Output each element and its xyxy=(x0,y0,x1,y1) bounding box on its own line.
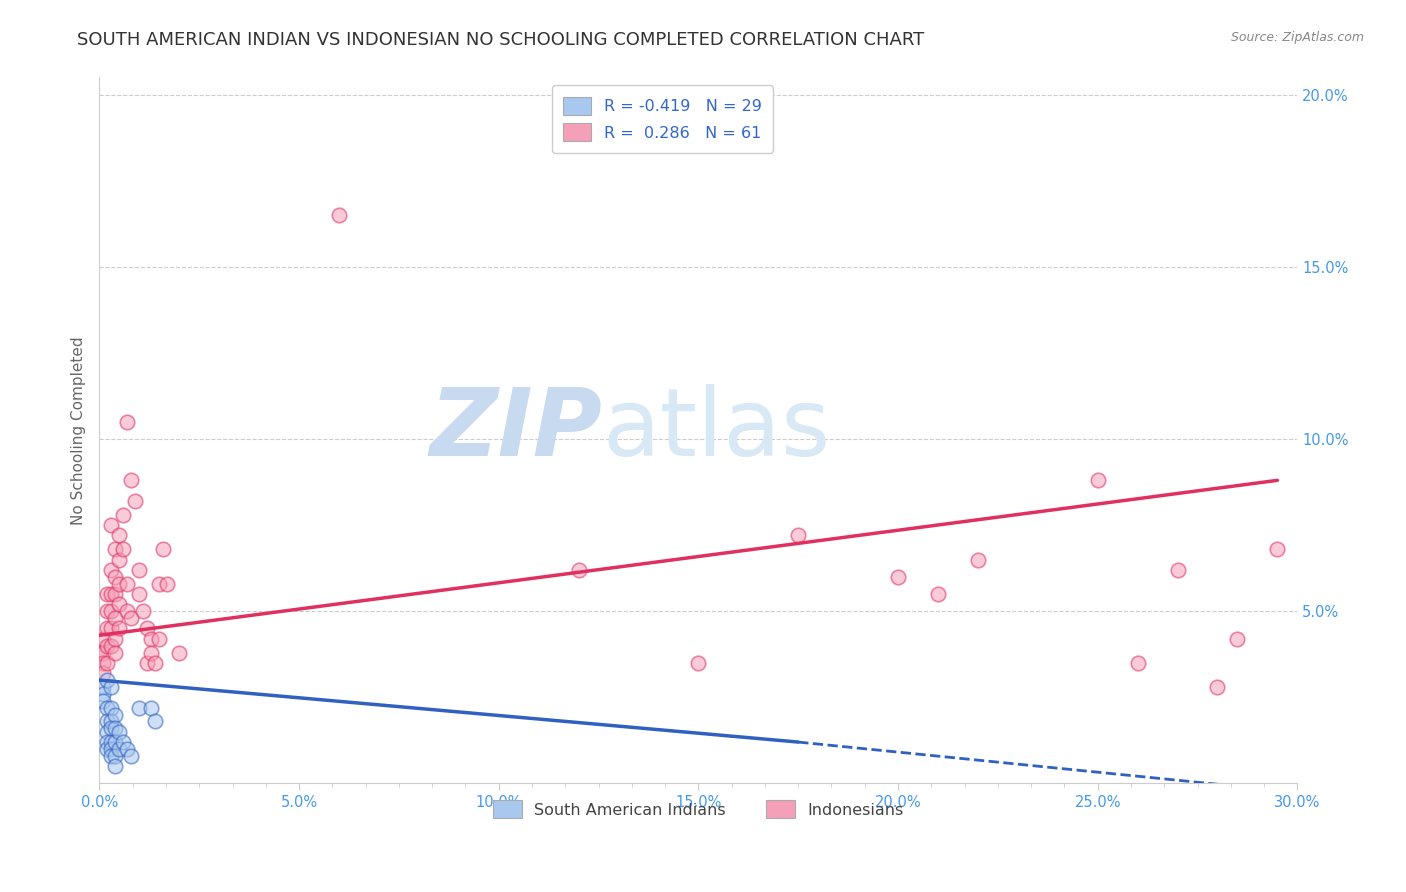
Point xyxy=(100,639,122,653)
Point xyxy=(96,639,118,653)
Point xyxy=(89,646,111,660)
Point xyxy=(112,542,135,557)
Point xyxy=(117,576,139,591)
Point xyxy=(104,721,127,735)
Point xyxy=(117,415,139,429)
Point xyxy=(96,656,118,670)
Point xyxy=(93,646,115,660)
Point xyxy=(136,656,159,670)
Point xyxy=(1226,632,1249,646)
Point xyxy=(104,748,127,763)
Point xyxy=(93,632,115,646)
Point xyxy=(96,714,118,729)
Point xyxy=(141,700,163,714)
Point xyxy=(108,742,131,756)
Y-axis label: No Schooling Completed: No Schooling Completed xyxy=(72,336,86,524)
Point xyxy=(104,542,127,557)
Text: SOUTH AMERICAN INDIAN VS INDONESIAN NO SCHOOLING COMPLETED CORRELATION CHART: SOUTH AMERICAN INDIAN VS INDONESIAN NO S… xyxy=(77,31,925,49)
Point xyxy=(1267,542,1289,557)
Point xyxy=(100,735,122,749)
Point xyxy=(328,208,350,222)
Point xyxy=(1167,563,1189,577)
Point xyxy=(141,646,163,660)
Point xyxy=(120,748,142,763)
Point xyxy=(93,656,115,670)
Point xyxy=(108,552,131,566)
Point xyxy=(148,576,170,591)
Point xyxy=(120,474,142,488)
Point xyxy=(143,714,166,729)
Point xyxy=(141,632,163,646)
Point xyxy=(128,563,150,577)
Point xyxy=(568,563,591,577)
Point xyxy=(156,576,179,591)
Point xyxy=(96,604,118,618)
Point xyxy=(887,570,910,584)
Text: ZIP: ZIP xyxy=(430,384,603,476)
Point xyxy=(100,587,122,601)
Point xyxy=(124,494,146,508)
Point xyxy=(100,563,122,577)
Point xyxy=(128,700,150,714)
Point xyxy=(1126,656,1149,670)
Point xyxy=(100,748,122,763)
Point xyxy=(927,587,949,601)
Point xyxy=(120,611,142,625)
Point xyxy=(104,611,127,625)
Point xyxy=(152,542,174,557)
Text: Source: ZipAtlas.com: Source: ZipAtlas.com xyxy=(1230,31,1364,45)
Point xyxy=(104,735,127,749)
Point xyxy=(104,587,127,601)
Point xyxy=(93,666,115,681)
Point xyxy=(104,632,127,646)
Point xyxy=(96,724,118,739)
Point xyxy=(96,735,118,749)
Point xyxy=(143,656,166,670)
Point xyxy=(169,646,191,660)
Point xyxy=(1206,680,1229,694)
Point xyxy=(108,597,131,611)
Point xyxy=(688,656,710,670)
Point xyxy=(100,714,122,729)
Point xyxy=(787,528,810,542)
Point xyxy=(104,570,127,584)
Point xyxy=(93,680,115,694)
Point xyxy=(100,604,122,618)
Point xyxy=(1087,474,1109,488)
Point xyxy=(96,742,118,756)
Point xyxy=(136,622,159,636)
Point xyxy=(100,700,122,714)
Point xyxy=(93,687,115,701)
Point xyxy=(100,518,122,533)
Point xyxy=(93,694,115,708)
Point xyxy=(132,604,155,618)
Legend: South American Indians, Indonesians: South American Indians, Indonesians xyxy=(486,794,910,825)
Point xyxy=(100,721,122,735)
Point xyxy=(96,587,118,601)
Point xyxy=(108,576,131,591)
Point xyxy=(108,622,131,636)
Point xyxy=(148,632,170,646)
Point xyxy=(112,735,135,749)
Point xyxy=(96,700,118,714)
Point xyxy=(104,646,127,660)
Point xyxy=(104,707,127,722)
Point xyxy=(100,622,122,636)
Point xyxy=(117,742,139,756)
Point xyxy=(128,587,150,601)
Point xyxy=(104,759,127,773)
Point xyxy=(96,673,118,687)
Point xyxy=(100,742,122,756)
Point xyxy=(117,604,139,618)
Point xyxy=(967,552,990,566)
Point xyxy=(112,508,135,522)
Point xyxy=(108,724,131,739)
Point xyxy=(100,680,122,694)
Point xyxy=(108,528,131,542)
Text: atlas: atlas xyxy=(603,384,831,476)
Point xyxy=(96,622,118,636)
